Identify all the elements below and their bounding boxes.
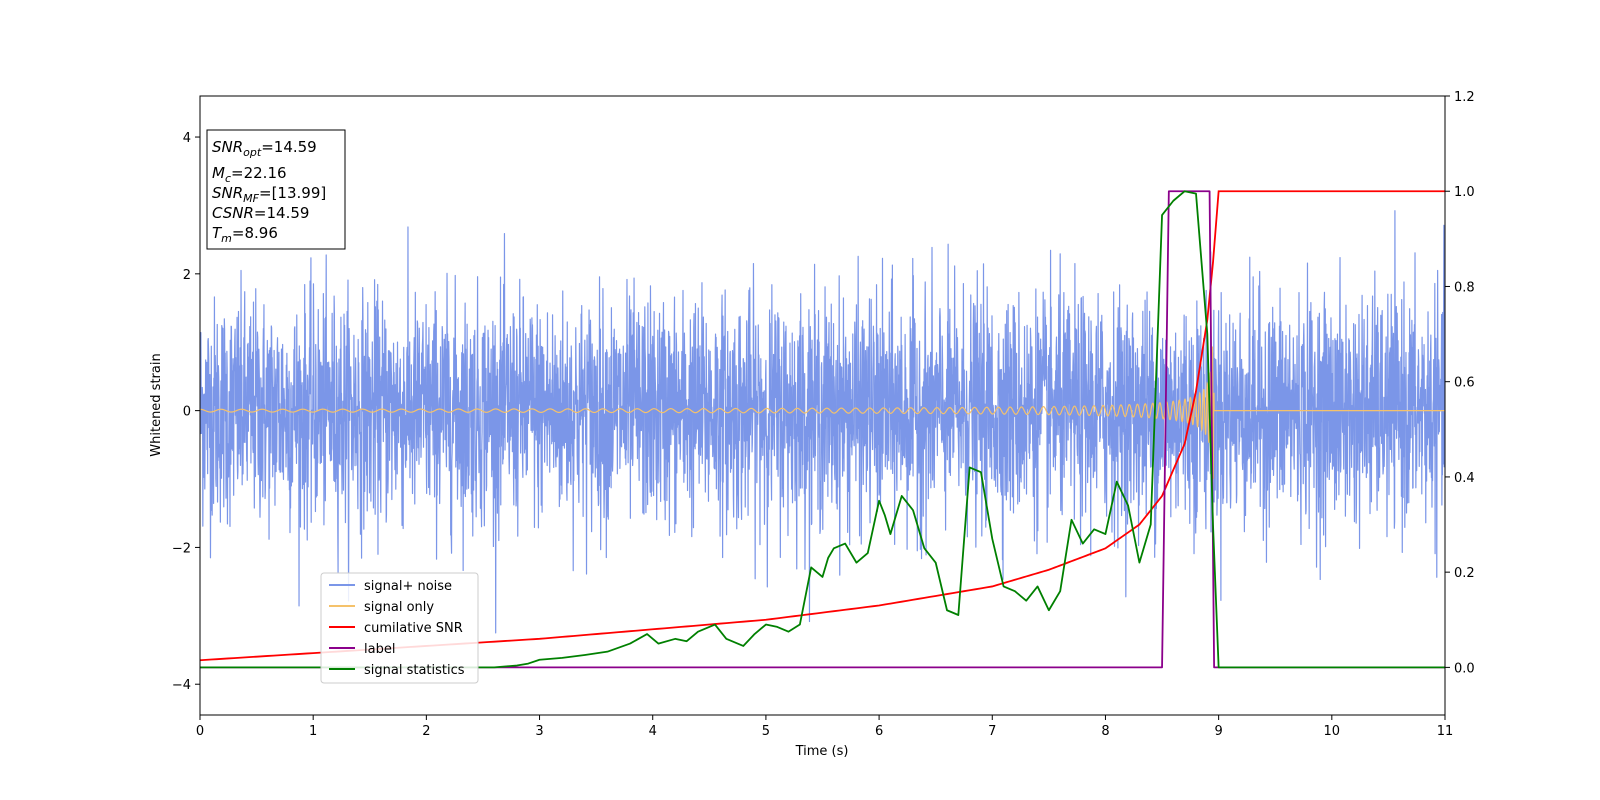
x-tick-label: 7: [988, 724, 996, 739]
y-axis-right: 0.0 0.2 0.4 0.6 0.8 1.0 1.2: [1445, 90, 1475, 676]
annotation-box: SNRopt=14.59 Mc=22.16SNRMF=[13.99]CSNR=14…: [206, 129, 346, 250]
y-axis-left: −4 −2 0 2 4: [172, 131, 200, 693]
x-tick-label: 0: [196, 724, 204, 739]
y-right-tick-label: 0.0: [1454, 661, 1475, 676]
x-tick-label: 8: [1101, 724, 1109, 739]
y-left-tick-label: −4: [172, 678, 191, 693]
x-tick-label: 3: [535, 724, 543, 739]
annotation-line: CSNR=14.59: [212, 204, 309, 222]
annotation-frame: [206, 129, 346, 250]
plot-frame: [199, 95, 1446, 716]
series-signal-statistics: [200, 190, 1445, 669]
legend-frame: [320, 572, 479, 684]
y-left-tick-label: 2: [183, 268, 191, 283]
y-right-tick-label: 1.0: [1454, 185, 1475, 200]
y-right-tick-label: 0.2: [1454, 566, 1475, 581]
series-signal-only: [200, 346, 1445, 479]
y-left-tick-label: 0: [183, 405, 191, 420]
y-right-tick-label: 1.2: [1454, 90, 1475, 105]
legend: signal+ noise signal only cumilative SNR la…: [320, 572, 479, 684]
x-tick-label: 4: [649, 724, 657, 739]
x-tick-label: 10: [1324, 724, 1341, 739]
y-right-tick-label: 0.6: [1454, 376, 1475, 391]
legend-entry: label: [364, 642, 395, 657]
y-axis-label: Whitened strain: [149, 353, 164, 456]
legend-entry: signal only: [364, 600, 434, 615]
annotation-line: SNRMF=[13.99]: [212, 184, 326, 205]
annotation-line: SNRopt=14.59: [212, 138, 317, 159]
legend-entry: signal+ noise: [364, 579, 452, 594]
x-axis-label: Time (s): [795, 744, 849, 759]
x-tick-label: 9: [1214, 724, 1222, 739]
series-layer: [200, 190, 1445, 669]
series-cumulative-snr: [200, 190, 1445, 662]
legend-entry: cumilative SNR: [364, 621, 463, 636]
x-tick-label: 1: [309, 724, 317, 739]
legend-entry: signal statistics: [364, 663, 465, 678]
x-tick-label: 5: [762, 724, 770, 739]
y-right-tick-label: 0.8: [1454, 280, 1475, 295]
x-tick-label: 11: [1437, 724, 1454, 739]
annotation-line: Mc=22.16: [212, 164, 287, 185]
x-tick-label: 6: [875, 724, 883, 739]
y-right-tick-label: 0.4: [1454, 471, 1475, 486]
y-left-tick-label: 4: [183, 131, 191, 146]
y-left-tick-label: −2: [172, 541, 191, 556]
x-axis: 0 1 2 3 4 5 6 7 8 9 10 11: [196, 715, 1453, 739]
annotation-line: Tm=8.96: [212, 224, 278, 245]
x-tick-label: 2: [422, 724, 430, 739]
